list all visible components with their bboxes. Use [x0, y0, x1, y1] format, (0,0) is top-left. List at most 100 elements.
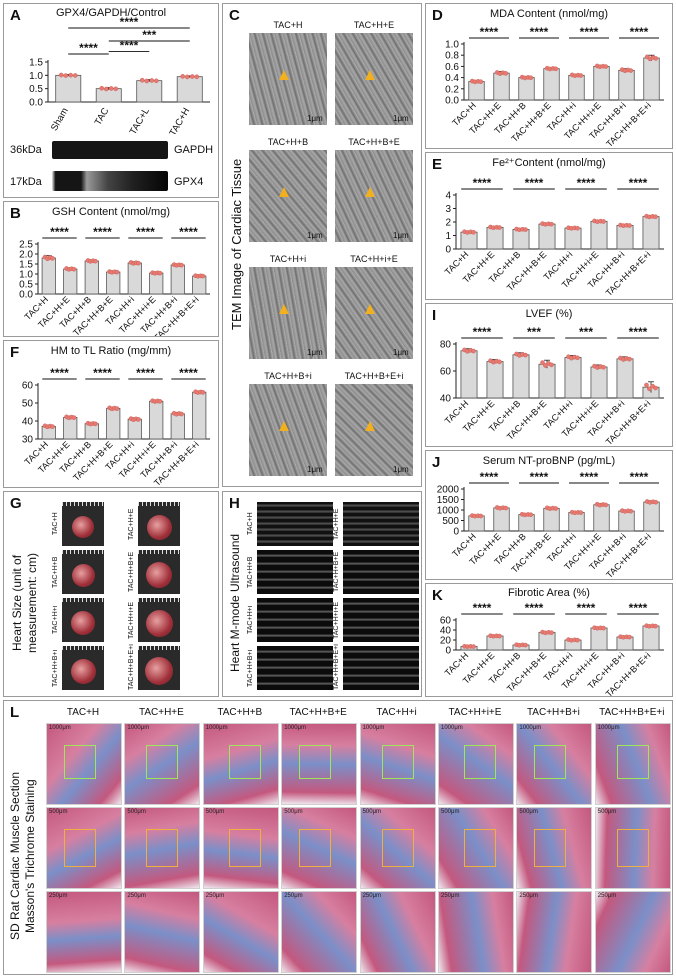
tem-image: [249, 384, 327, 476]
histology-column-label: TAC+H+B+E+i: [599, 707, 665, 718]
bar: [616, 224, 634, 250]
bar: [95, 88, 122, 103]
bar: [512, 229, 530, 250]
chart-title: MDA Content (nmol/mg): [490, 8, 608, 20]
bar: [41, 257, 56, 295]
histology-scale-bar: 250μm: [49, 893, 68, 899]
ruler: [138, 598, 180, 602]
y-tick-label: 80: [440, 340, 452, 351]
data-point: [497, 633, 502, 639]
data-point: [603, 502, 609, 508]
zoom-region-box: [146, 745, 179, 779]
data-point: [553, 506, 559, 511]
histology-scale-bar: 1000μm: [49, 725, 71, 731]
significance-label: ****: [480, 25, 499, 39]
chart-title: GPX4/GAPDH/Control: [55, 7, 167, 19]
y-tick-label: 0.5: [29, 84, 43, 95]
y-tick-label: 0.5: [19, 280, 33, 291]
y-tick-label: 0.0: [29, 98, 43, 109]
panel-i: I LVEF (%) 40 60 80 TAC+H TAC+H+E TAC+H+B TAC+…: [425, 303, 673, 447]
zoom-region-box: [228, 829, 261, 867]
heart-specimen: [145, 609, 173, 637]
significance-label: ****: [480, 470, 499, 484]
ultrasound-label: TAC+H+B: [247, 556, 254, 588]
data-point: [157, 270, 163, 276]
bar: [616, 358, 634, 399]
kda-label-bottom: 17kDa: [10, 176, 42, 188]
data-point: [543, 363, 548, 368]
tem-scale-bar: 1μm: [393, 231, 409, 240]
y-tick-label: 3: [445, 204, 451, 215]
bar: [564, 227, 582, 250]
heart-label: TAC+H+i: [52, 605, 59, 635]
ruler: [62, 550, 104, 554]
y-tick-label: 0.0: [19, 290, 33, 301]
significance-label: ****: [473, 325, 492, 339]
heart-photo: [138, 502, 180, 546]
histology-scale-bar: 500μm: [284, 809, 303, 815]
bar: [590, 366, 608, 399]
kda-label-top: 36kDa: [10, 144, 42, 156]
bar: [486, 361, 504, 399]
histology-column-label: TAC+H+E: [138, 707, 184, 718]
histology-scale-bar: 500μm: [519, 809, 538, 815]
data-point: [601, 625, 606, 631]
chart-title: Fe²⁺Content (nmol/mg): [492, 157, 606, 169]
masson-stain-image: [46, 807, 122, 889]
bar: [618, 69, 635, 101]
chart-title: LVEF (%): [525, 308, 573, 320]
tem-scale-bar: 1μm: [393, 114, 409, 123]
tem-scale-bar: 1μm: [307, 231, 323, 240]
data-point: [528, 512, 534, 518]
masson-stain-image: [281, 891, 358, 973]
data-point: [653, 623, 658, 629]
significance-label: ****: [580, 470, 599, 484]
data-point: [136, 417, 141, 422]
data-point: [549, 630, 554, 635]
bar: [55, 74, 82, 103]
masson-title-line1: SD Rat Cardiac Muscle Section: [8, 771, 22, 941]
data-point: [627, 223, 632, 228]
data-point: [72, 73, 78, 78]
bar: [564, 357, 582, 399]
significance-label: ****: [93, 225, 112, 239]
y-tick-label: 1.5: [29, 58, 43, 69]
zoom-region-box: [299, 745, 332, 779]
bar: [84, 423, 99, 440]
panel-letter: C: [229, 7, 240, 24]
data-point: [93, 421, 98, 427]
data-point: [114, 269, 120, 275]
y-tick-label: 20: [440, 636, 452, 647]
masson-stain-image: [202, 723, 279, 805]
histology-scale-bar: 500μm: [205, 809, 225, 815]
data-point: [644, 382, 649, 388]
y-tick-label: 0: [445, 245, 451, 256]
significance-label: ****: [120, 15, 139, 29]
data-point: [653, 56, 659, 61]
histology-column-label: TAC+H: [66, 707, 100, 718]
data-point: [180, 74, 186, 79]
significance-label: ****: [629, 325, 648, 339]
m-mode-image: [257, 646, 333, 690]
y-tick-label: 40: [22, 417, 34, 428]
bar-chart-mda: 0.00.20.40.60.81.0TAC+HTAC+H+ETAC+H+BTAC…: [445, 25, 664, 148]
y-tick-label: 50: [22, 399, 34, 410]
y-tick-label: 2.0: [19, 250, 33, 261]
ultrasound-label: TAC+H+E: [333, 508, 340, 540]
histology-scale-bar: 1000μm: [597, 725, 620, 731]
data-point: [627, 356, 632, 362]
m-mode-image: [343, 550, 419, 594]
y-tick-label: 1500: [437, 495, 460, 506]
y-tick-label: 1.0: [29, 71, 43, 82]
histology-scale-bar: 250μm: [597, 893, 617, 899]
bar: [538, 363, 556, 399]
bar: [618, 510, 635, 532]
data-point: [575, 355, 580, 361]
histology-scale-bar: 250μm: [205, 893, 225, 899]
significance-label: ****: [530, 25, 549, 39]
ultrasound-label: TAC+H+B+i: [247, 649, 254, 687]
ruler: [138, 646, 180, 650]
heart-photo: [138, 598, 180, 642]
data-point: [523, 227, 528, 232]
heart-specimen: [146, 562, 172, 588]
